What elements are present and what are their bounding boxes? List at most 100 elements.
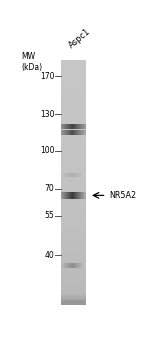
Bar [61, 127, 86, 128]
Bar [78, 124, 79, 128]
Bar [61, 156, 86, 157]
Bar [61, 229, 86, 230]
Bar [61, 222, 86, 224]
Bar [80, 192, 81, 199]
Bar [61, 170, 86, 171]
Bar [61, 118, 86, 119]
Bar [85, 173, 86, 177]
Bar [68, 263, 69, 268]
Bar [64, 124, 65, 128]
Bar [61, 144, 86, 145]
Text: 130: 130 [40, 109, 54, 119]
Bar [78, 263, 79, 268]
Bar [71, 263, 72, 268]
Bar [84, 263, 85, 268]
Bar [61, 103, 86, 104]
Bar [61, 136, 86, 137]
Bar [61, 151, 86, 152]
Bar [61, 190, 86, 191]
Bar [61, 77, 86, 78]
Bar [61, 213, 86, 214]
Bar [61, 268, 86, 269]
Bar [69, 173, 70, 177]
Bar [61, 203, 86, 204]
Bar [61, 195, 86, 196]
Bar [61, 169, 86, 170]
Bar [61, 234, 86, 235]
Bar [61, 204, 86, 206]
Bar [61, 79, 86, 80]
Bar [61, 257, 86, 258]
Bar [61, 158, 86, 159]
Bar [61, 117, 86, 118]
Bar [67, 263, 68, 268]
Bar [61, 139, 86, 140]
Bar [61, 142, 86, 143]
Bar [61, 263, 86, 264]
Bar [65, 124, 66, 128]
Bar [61, 251, 86, 252]
Bar [79, 263, 80, 268]
Bar [61, 211, 86, 212]
Bar [61, 96, 86, 98]
Bar [61, 157, 86, 158]
Bar [61, 254, 86, 255]
Bar [83, 124, 84, 128]
Bar [64, 263, 65, 268]
Bar [61, 82, 86, 83]
Bar [61, 248, 86, 249]
Bar [61, 244, 86, 245]
Bar [79, 124, 80, 128]
Bar [61, 87, 86, 88]
Bar [61, 121, 86, 122]
Bar [61, 199, 86, 201]
Bar [61, 199, 86, 200]
Bar [69, 130, 70, 134]
Bar [61, 104, 86, 105]
Bar [61, 190, 86, 191]
Bar [61, 232, 86, 233]
Bar [61, 93, 86, 94]
Bar [61, 286, 86, 287]
Bar [84, 124, 85, 128]
Bar [82, 130, 83, 134]
Bar [61, 73, 86, 74]
Bar [61, 71, 86, 72]
Bar [61, 63, 86, 64]
Bar [62, 192, 63, 199]
Bar [61, 262, 86, 263]
Bar [61, 244, 86, 245]
Bar [70, 130, 71, 134]
Bar [61, 227, 86, 228]
Bar [61, 153, 86, 155]
Bar [71, 173, 72, 177]
Bar [61, 304, 86, 305]
Bar [61, 69, 86, 70]
Bar [61, 231, 86, 232]
Bar [61, 177, 86, 178]
Bar [80, 263, 81, 268]
Bar [81, 130, 82, 134]
Bar [61, 303, 86, 304]
Bar [61, 100, 86, 102]
Bar [61, 256, 86, 257]
Bar [61, 102, 86, 103]
Bar [61, 91, 86, 92]
Bar [61, 188, 86, 189]
Bar [61, 241, 86, 242]
Bar [61, 274, 86, 275]
Bar [64, 130, 65, 134]
Bar [83, 192, 84, 199]
Bar [61, 239, 86, 240]
Bar [61, 285, 86, 286]
Bar [61, 130, 62, 134]
Bar [61, 168, 86, 169]
Bar [61, 212, 86, 213]
Bar [74, 173, 75, 177]
Bar [80, 173, 81, 177]
Bar [61, 115, 86, 116]
Bar [67, 124, 68, 128]
Bar [76, 130, 77, 134]
Bar [61, 298, 86, 300]
Bar [61, 175, 86, 176]
